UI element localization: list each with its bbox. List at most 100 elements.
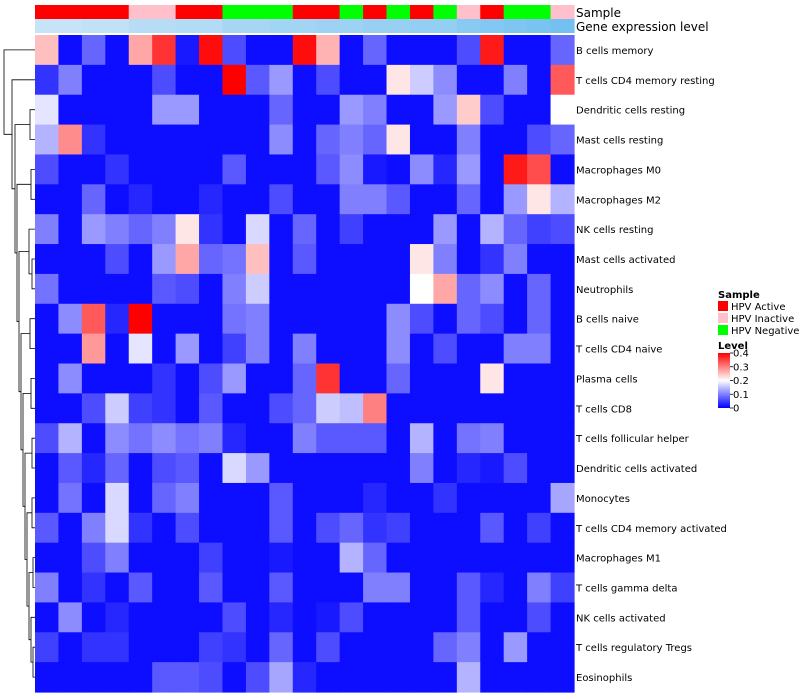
heatmap-cell — [175, 602, 200, 633]
level-annotation-cell — [409, 19, 434, 33]
heatmap-cell — [527, 303, 552, 335]
heatmap-cell — [480, 542, 505, 574]
heatmap-cell — [527, 542, 552, 574]
heatmap-cell — [81, 303, 106, 335]
level-annotation-cell — [245, 19, 270, 33]
heatmap-cell — [152, 124, 177, 156]
heatmap-cell — [409, 35, 434, 66]
heatmap-cell — [339, 512, 364, 544]
heatmap-cell — [386, 602, 411, 633]
heatmap-cell — [480, 423, 505, 454]
heatmap-cell — [292, 363, 317, 394]
heatmap-cell — [35, 363, 60, 394]
heatmap-cell — [81, 542, 106, 574]
sample-annotation-cell — [269, 5, 294, 19]
heatmap-cell — [128, 214, 153, 245]
heatmap-cell — [386, 512, 411, 544]
heatmap-cell — [292, 214, 317, 245]
heatmap-cell — [269, 632, 294, 663]
heatmap-cell — [386, 244, 411, 275]
heatmap-cell — [152, 184, 177, 215]
heatmap-cell — [292, 333, 317, 365]
row-label: T cells gamma delta — [575, 584, 677, 595]
heatmap-cell — [58, 393, 83, 424]
row-label: Mast cells resting — [576, 136, 663, 147]
heatmap-cell — [527, 214, 552, 245]
heatmap-cell — [363, 273, 388, 305]
heatmap-cell — [58, 602, 83, 633]
row-label: T cells CD4 memory resting — [575, 76, 715, 87]
heatmap-cell — [222, 64, 247, 96]
heatmap-cell — [152, 662, 177, 693]
heatmap-cell — [527, 94, 552, 126]
heatmap-cell — [339, 35, 364, 66]
heatmap-cell — [175, 542, 200, 574]
heatmap-cell — [128, 124, 153, 156]
heatmap-cell — [386, 303, 411, 335]
heatmap-cell — [81, 662, 106, 693]
heatmap-cell — [292, 662, 317, 693]
heatmap-cell — [433, 572, 458, 604]
heatmap-cell — [292, 572, 317, 604]
heatmap-cell — [222, 393, 247, 424]
heatmap-cell — [199, 64, 224, 96]
heatmap-cell — [35, 64, 60, 96]
heatmap-cell — [503, 482, 528, 514]
heatmap-cell — [550, 184, 575, 215]
heatmap-cell — [292, 184, 317, 215]
heatmap-cell — [503, 363, 528, 394]
heatmap-cell — [35, 602, 60, 633]
sample-annotation-cell — [433, 5, 458, 19]
heatmap-cell — [199, 273, 224, 305]
heatmap-cell — [527, 124, 552, 156]
heatmap-cell — [152, 214, 177, 245]
sample-annotation-cell — [292, 5, 317, 19]
heatmap-cell — [550, 35, 575, 66]
sample-annotation-cell — [550, 5, 575, 19]
heatmap-cell — [222, 512, 247, 544]
heatmap-cell — [245, 453, 270, 484]
legend-label-hpv-active: HPV Active — [731, 302, 786, 313]
heatmap-cell — [222, 423, 247, 454]
heatmap-cell — [175, 214, 200, 245]
heatmap-cell — [245, 214, 270, 245]
heatmap-cell — [269, 64, 294, 96]
heatmap-cell — [175, 64, 200, 96]
heatmap-cell — [292, 244, 317, 275]
level-annotation-cell — [35, 19, 60, 33]
dendrogram-branch — [20, 333, 30, 451]
legend-tick-label: 0 — [733, 404, 739, 415]
heatmap-cell — [503, 393, 528, 424]
heatmap-cell — [363, 632, 388, 663]
dendrogram-branch — [31, 497, 35, 529]
row-label: B cells naive — [576, 315, 639, 326]
heatmap-cell — [386, 154, 411, 185]
heatmap-cell — [409, 124, 434, 156]
heatmap-cell — [35, 542, 60, 574]
heatmap-cell — [316, 542, 341, 574]
heatmap-cell — [81, 94, 106, 126]
heatmap-cell — [222, 572, 247, 604]
heatmap-cell — [58, 482, 83, 514]
heatmap-cell — [222, 273, 247, 305]
heatmap-cell — [152, 35, 177, 66]
row-label: T cells CD4 memory activated — [575, 524, 727, 535]
heatmap-cell — [339, 363, 364, 394]
heatmap-cell — [269, 512, 294, 544]
heatmap-cell — [222, 662, 247, 693]
heatmap-cell — [409, 363, 434, 394]
heatmap-cell — [433, 662, 458, 693]
heatmap-cell — [222, 244, 247, 275]
sample-annotation-cell — [152, 5, 177, 19]
row-label: T cells follicular helper — [575, 434, 690, 445]
heatmap-cell — [503, 423, 528, 454]
heatmap-cell — [58, 214, 83, 245]
heatmap-cell — [222, 602, 247, 633]
heatmap-cell — [81, 214, 106, 245]
heatmap-cell — [527, 482, 552, 514]
heatmap-cell — [152, 512, 177, 544]
row-labels: B cells memory T cells CD4 memory resting… — [575, 46, 727, 684]
heatmap-cell — [456, 602, 481, 633]
heatmap-cell — [152, 393, 177, 424]
heatmap-cell — [128, 423, 153, 454]
